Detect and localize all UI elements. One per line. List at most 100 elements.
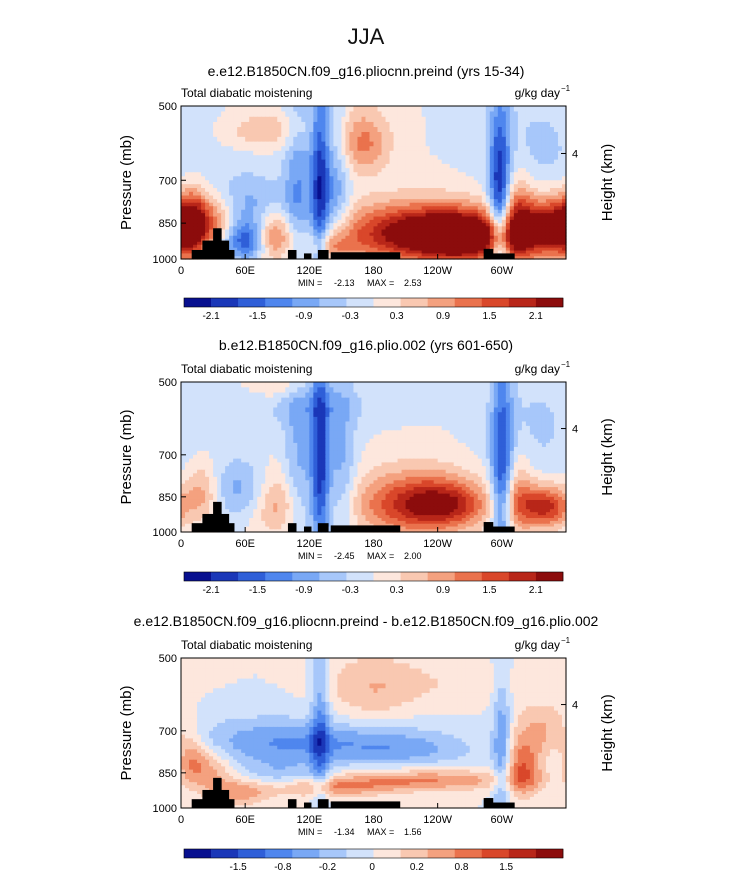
heatmap-cell xyxy=(385,168,391,173)
heatmap-cell xyxy=(505,425,511,431)
heatmap-cell xyxy=(313,159,318,165)
heatmap-cell xyxy=(189,434,194,440)
heatmap-cell xyxy=(313,402,318,409)
heatmap-cell xyxy=(421,172,427,177)
heatmap-cell xyxy=(189,136,194,143)
heatmap-cell xyxy=(493,387,499,394)
heatmap-cell xyxy=(413,202,419,207)
heatmap-cell xyxy=(245,121,250,128)
heatmap-cell xyxy=(237,250,242,255)
heatmap-cell xyxy=(245,127,250,133)
heatmap-cell xyxy=(345,216,351,221)
heatmap-cell xyxy=(429,229,435,234)
heatmap-cell xyxy=(357,416,363,423)
heatmap-cell xyxy=(293,150,298,156)
heatmap-cell xyxy=(425,176,431,181)
heatmap-cell xyxy=(293,155,298,161)
heatmap-cell xyxy=(521,180,527,185)
heatmap-cell xyxy=(253,206,258,211)
stats-max-value: 2.53 xyxy=(404,278,422,288)
heatmap-cell xyxy=(517,141,523,147)
heatmap-cell xyxy=(413,216,419,221)
heatmap-cell xyxy=(301,250,306,255)
heatmap-cell xyxy=(545,425,551,431)
heatmap-cell xyxy=(249,199,254,204)
heatmap-cell xyxy=(397,136,403,143)
heatmap-cell xyxy=(253,421,258,427)
heatmap-cell xyxy=(321,191,326,197)
heatmap-cell xyxy=(289,188,294,193)
heatmap-cell xyxy=(393,416,399,423)
heatmap-cell xyxy=(281,202,286,207)
heatmap-cell xyxy=(381,235,387,240)
heatmap-cell xyxy=(305,392,310,399)
heatmap-cell xyxy=(497,116,503,123)
heatmap-cell xyxy=(517,425,523,431)
heatmap-cell xyxy=(325,106,330,113)
heatmap-cell xyxy=(405,195,411,200)
heatmap-cell xyxy=(393,132,399,138)
heatmap-cell xyxy=(341,172,347,177)
heatmap-cell xyxy=(237,244,242,249)
heatmap-cell xyxy=(253,111,258,118)
heatmap-cell xyxy=(217,163,222,169)
heatmap-cell xyxy=(265,111,270,118)
heatmap-cell xyxy=(485,188,491,193)
heatmap-cell xyxy=(325,397,330,404)
heatmap-cell xyxy=(361,155,367,161)
heatmap-cell xyxy=(489,229,495,234)
heatmap-cell xyxy=(329,241,334,246)
heatmap-cell xyxy=(181,250,186,255)
heatmap-cell xyxy=(185,159,190,165)
heatmap-cell xyxy=(461,206,467,211)
heatmap-cell xyxy=(273,416,278,423)
heatmap-cell xyxy=(433,407,439,413)
heatmap-cell xyxy=(397,106,403,113)
heatmap-cell xyxy=(553,253,559,257)
heatmap-cell xyxy=(381,127,387,133)
heatmap-cell xyxy=(389,425,395,431)
heatmap-cell xyxy=(533,116,539,123)
heatmap-cell xyxy=(497,195,503,200)
heatmap-cell xyxy=(381,247,387,252)
heatmap-cell xyxy=(341,206,347,211)
heatmap-cell xyxy=(357,238,363,243)
heatmap-cell xyxy=(497,132,503,138)
heatmap-cell xyxy=(321,163,326,169)
heatmap-cell xyxy=(493,184,499,189)
heatmap-cell xyxy=(289,216,294,221)
heatmap-cell xyxy=(181,150,186,156)
heatmap-cell xyxy=(241,136,246,143)
heatmap-cell xyxy=(397,121,403,128)
heatmap-cell xyxy=(273,387,278,394)
heatmap-cell xyxy=(241,397,246,404)
heatmap-cell xyxy=(477,132,483,138)
heatmap-cell xyxy=(257,188,262,193)
heatmap-cell xyxy=(385,213,391,218)
heatmap-cell xyxy=(525,209,531,214)
heatmap-cell xyxy=(225,111,230,118)
colorbar-swatch xyxy=(427,298,456,307)
heatmap-cell xyxy=(185,219,190,224)
heatmap-cell xyxy=(485,219,491,224)
heatmap-cell xyxy=(277,116,282,123)
heatmap-cell xyxy=(417,209,423,214)
heatmap-cell xyxy=(329,150,334,156)
heatmap-cell xyxy=(413,235,419,240)
heatmap-cell xyxy=(509,121,515,128)
heatmap-cell xyxy=(313,238,318,243)
heatmap-cell xyxy=(273,421,278,427)
heatmap-cell xyxy=(285,219,290,224)
heatmap-cell xyxy=(501,136,507,143)
heatmap-cell xyxy=(545,416,551,423)
heatmap-cell xyxy=(497,163,503,169)
heatmap-cell xyxy=(281,397,286,404)
heatmap-cell xyxy=(213,434,218,440)
heatmap-cells xyxy=(181,382,567,533)
heatmap-cell xyxy=(421,247,427,252)
heatmap-cell xyxy=(273,392,278,399)
heatmap-cell xyxy=(381,382,387,388)
heatmap-cell xyxy=(425,106,431,113)
heatmap-cell xyxy=(181,111,186,118)
heatmap-cell xyxy=(293,247,298,252)
